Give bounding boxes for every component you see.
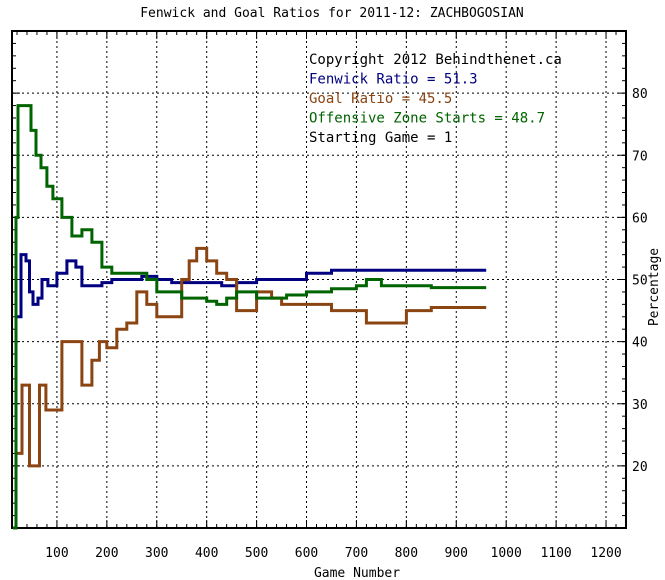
x-tick-label: 700 xyxy=(345,546,368,561)
x-tick-label: 1200 xyxy=(590,546,621,561)
y-tick-label: 50 xyxy=(632,274,648,289)
annotation-text: Starting Game = 1 xyxy=(309,130,452,146)
annotation-text: Fenwick Ratio = 51.3 xyxy=(309,72,478,88)
fenwick-ratio-line xyxy=(17,253,487,319)
annotation-text: Goal Ratio = 45.5 xyxy=(309,91,452,107)
chart-title: Fenwick and Goal Ratios for 2011-12: ZAC… xyxy=(140,6,524,21)
x-axis-ticks: 100 200 300 400 500 600 700 800 900 1000 1100 1200 xyxy=(16,31,622,561)
x-tick-label: 1100 xyxy=(540,546,571,561)
x-tick-label: 800 xyxy=(395,546,418,561)
x-tick-label: 1000 xyxy=(491,546,522,561)
x-tick-label: 900 xyxy=(445,546,468,561)
x-tick-label: 600 xyxy=(295,546,318,561)
x-tick-label: 500 xyxy=(245,546,268,561)
x-axis-label: Game Number xyxy=(314,566,400,580)
x-tick-label: 300 xyxy=(145,546,168,561)
grid-lines xyxy=(12,31,626,528)
y-tick-label: 70 xyxy=(632,149,648,164)
series-lines xyxy=(13,104,487,530)
y-tick-label: 80 xyxy=(632,87,648,102)
y-tick-label: 60 xyxy=(632,211,648,226)
x-tick-label: 400 xyxy=(195,546,218,561)
annotation-text: Offensive Zone Starts = 48.7 xyxy=(309,111,545,127)
annotations: Copyright 2012 Behindthenet.ca Fenwick Ra… xyxy=(309,52,562,146)
goal-ratio-line xyxy=(17,246,487,468)
x-tick-label: 200 xyxy=(95,546,118,561)
y-axis-label: Percentage xyxy=(647,248,662,326)
x-tick-label: 100 xyxy=(45,546,68,561)
annotation-text: Copyright 2012 Behindthenet.ca xyxy=(309,52,562,68)
y-tick-label: 30 xyxy=(632,398,648,413)
y-tick-label: 40 xyxy=(632,336,648,351)
offensive-zone-starts-line xyxy=(13,104,487,530)
y-tick-label: 20 xyxy=(632,460,648,475)
